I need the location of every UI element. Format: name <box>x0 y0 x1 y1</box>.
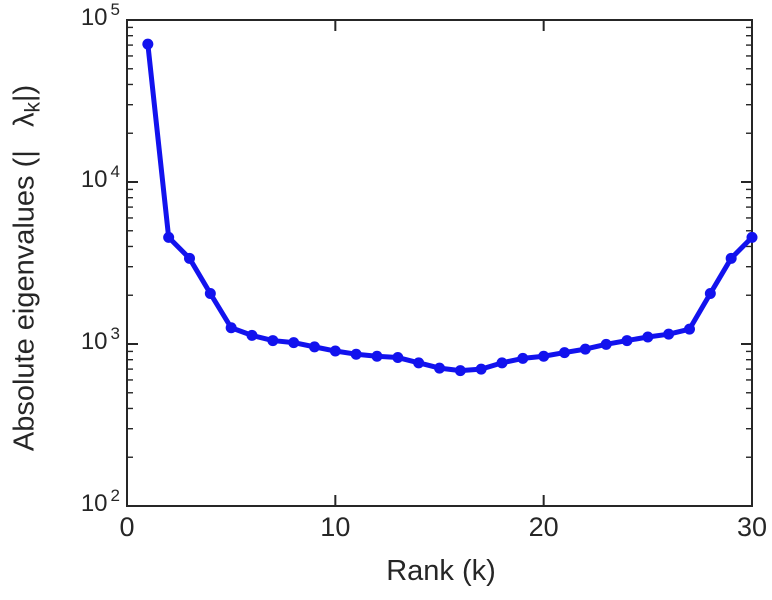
data-point <box>621 335 633 347</box>
plot-frame <box>126 19 753 507</box>
y-tick-base: 10 <box>80 328 108 355</box>
y-axis-label-prefix: Absolute eigenvalues (| <box>8 150 41 452</box>
x-tick-label: 30 <box>736 512 768 542</box>
y-tick-exponent: 4 <box>110 162 120 181</box>
data-point <box>600 338 612 350</box>
data-point <box>579 343 591 355</box>
data-point <box>309 341 320 353</box>
data-point <box>663 328 675 340</box>
data-point <box>142 38 154 50</box>
data-point <box>350 348 362 360</box>
x-tick-label: 20 <box>528 512 559 542</box>
data-point <box>496 357 508 369</box>
y-tick-label: 10 2 <box>80 486 120 518</box>
y-axis-label: Absolute eigenvalues (| λk|) <box>9 85 46 451</box>
x-axis-label: Rank (k) <box>386 555 496 587</box>
data-point <box>392 352 404 364</box>
data-point <box>288 337 300 349</box>
data-point <box>559 347 570 359</box>
data-point <box>642 331 654 343</box>
y-axis-label-suffix: |) <box>8 84 41 103</box>
data-point <box>204 287 216 299</box>
y-tick-base: 10 <box>80 166 108 193</box>
data-point <box>517 352 529 364</box>
data-point <box>704 287 716 299</box>
lambda-symbol: λ <box>8 112 41 128</box>
data-point <box>184 252 195 264</box>
y-tick-exponent: 5 <box>110 0 120 19</box>
y-tick-exponent: 2 <box>110 486 120 505</box>
data-point <box>746 231 758 243</box>
data-point <box>371 350 383 362</box>
data-point <box>454 365 466 377</box>
data-point <box>413 357 425 369</box>
data-point <box>246 329 258 341</box>
data-point <box>725 252 737 264</box>
data-point <box>475 363 487 375</box>
data-line <box>145 41 755 374</box>
y-tick-base: 10 <box>80 490 108 517</box>
data-point <box>329 345 341 357</box>
x-tick-label: 0 <box>119 512 135 542</box>
data-point <box>538 350 550 362</box>
y-tick-label: 10 3 <box>80 324 120 356</box>
y-tick-base: 10 <box>80 4 108 31</box>
data-point <box>225 322 237 334</box>
x-tick-label: 10 <box>320 512 351 542</box>
data-point <box>163 231 175 243</box>
data-point <box>684 323 695 335</box>
data-point <box>434 362 445 374</box>
data-point <box>267 335 279 347</box>
y-tick-exponent: 3 <box>110 324 120 343</box>
lambda-subscript: k <box>21 102 45 113</box>
y-tick-label: 10 4 <box>80 162 120 194</box>
y-tick-label: 10 5 <box>80 0 120 32</box>
